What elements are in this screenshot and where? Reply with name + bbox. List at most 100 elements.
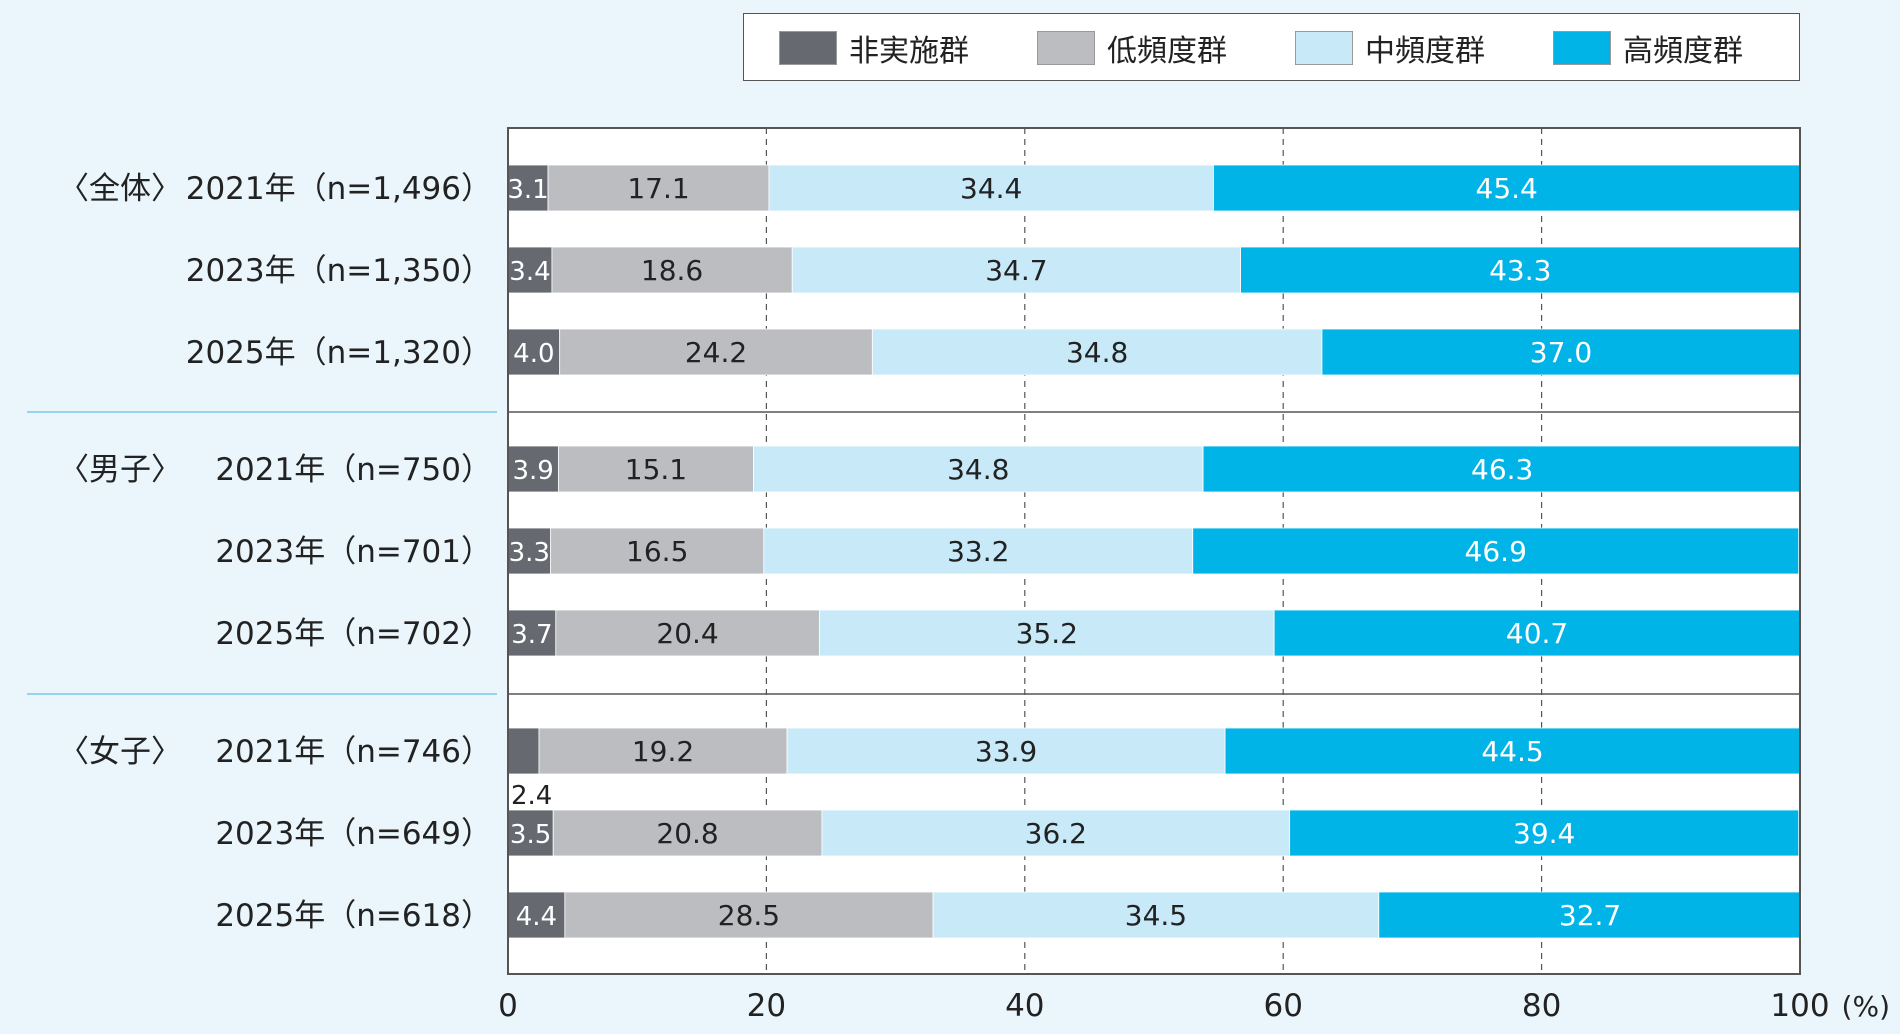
data-label: 34.4: [960, 172, 1022, 205]
data-label: 4.0: [513, 339, 554, 369]
bar-segment: [552, 809, 823, 857]
row-label: 2025年（n=1,320）: [186, 335, 492, 371]
group-label: 〈全体〉: [58, 171, 182, 207]
legend: 非実施群 低頻度群 中頻度群 高頻度群: [743, 13, 1800, 81]
data-label: 3.5: [510, 820, 551, 850]
data-label: 39.4: [1513, 817, 1575, 850]
x-axis-unit: (%): [1842, 990, 1890, 1023]
bar-segment: [1213, 164, 1801, 212]
data-label: 36.2: [1025, 817, 1087, 850]
bar-segment: [507, 527, 552, 575]
legend-label: 低頻度群: [1107, 34, 1227, 69]
data-label: 3.9: [513, 456, 554, 486]
x-tick-label: 0: [498, 988, 518, 1024]
data-label: 3.7: [511, 620, 552, 650]
bar-segment: [507, 809, 554, 857]
legend-label: 中頻度群: [1365, 34, 1485, 69]
x-tick-label: 100: [1770, 988, 1829, 1024]
bar-segment: [1202, 445, 1802, 493]
bar-segment: [1240, 246, 1801, 294]
group-label: 〈女子〉: [58, 734, 182, 770]
bar-segment: [763, 527, 1194, 575]
data-label: 17.1: [627, 172, 689, 205]
bar-segment: [507, 727, 540, 775]
data-label: 34.8: [1066, 336, 1128, 369]
data-label: 34.7: [985, 254, 1047, 287]
data-label: 28.5: [718, 899, 780, 932]
bar-segment: [551, 246, 793, 294]
data-label: 18.6: [641, 254, 703, 287]
bar-segment: [786, 727, 1226, 775]
bar-segment: [550, 527, 765, 575]
row-label: 2021年（n=750）: [215, 452, 492, 488]
group-label: 〈男子〉: [58, 452, 182, 488]
bar-segment: [564, 891, 934, 939]
data-label: 20.8: [656, 817, 718, 850]
bar-segment: [1192, 527, 1800, 575]
bar-segment: [753, 445, 1204, 493]
bar-segment: [507, 328, 561, 376]
x-tick-label: 40: [1005, 988, 1044, 1024]
bar-segment: [1224, 727, 1801, 775]
legend-label: 高頻度群: [1623, 34, 1743, 69]
x-tick-label: 60: [1263, 988, 1302, 1024]
data-label: 32.7: [1559, 899, 1621, 932]
bar-segment: [818, 609, 1275, 657]
data-label: 33.2: [947, 535, 1009, 568]
legend-label: 非実施群: [849, 34, 969, 69]
row-label: 2025年（n=618）: [215, 898, 492, 934]
bar-segment: [559, 328, 873, 376]
bar-segment: [871, 328, 1323, 376]
row-label: 2023年（n=701）: [215, 534, 492, 570]
row-label: 2021年（n=746）: [215, 734, 492, 770]
x-tick-label: 80: [1522, 988, 1561, 1024]
bar-segment: [1321, 328, 1801, 376]
bar-segment: [821, 809, 1291, 857]
bar-segment: [555, 609, 820, 657]
row-label: 2023年（n=1,350）: [186, 253, 492, 289]
legend-item-non-practice: 非実施群: [779, 31, 969, 69]
data-label: 34.5: [1125, 899, 1187, 932]
bar-segment: [507, 164, 549, 212]
data-label: 46.3: [1471, 453, 1533, 486]
data-label: 46.9: [1465, 535, 1527, 568]
legend-item-low: 低頻度群: [1037, 31, 1227, 69]
legend-swatch: [779, 31, 837, 65]
bar-segment: [557, 445, 754, 493]
legend-item-high: 高頻度群: [1553, 31, 1743, 69]
bar-segment: [791, 246, 1241, 294]
data-label: 33.9: [975, 735, 1037, 768]
data-label: 3.3: [509, 538, 550, 568]
x-tick-label: 20: [747, 988, 786, 1024]
data-label: 45.4: [1476, 172, 1538, 205]
bar-segment: [932, 891, 1380, 939]
legend-swatch: [1553, 31, 1611, 65]
bar-segment: [1273, 609, 1801, 657]
bar-segment: [507, 609, 557, 657]
bar-segment: [1289, 809, 1800, 857]
row-label: 2025年（n=702）: [215, 616, 492, 652]
data-label: 44.5: [1481, 735, 1543, 768]
data-label: 35.2: [1016, 617, 1078, 650]
legend-swatch: [1037, 31, 1095, 65]
row-label: 2023年（n=649）: [215, 816, 492, 852]
data-label: 40.7: [1506, 617, 1568, 650]
data-label: 37.0: [1530, 336, 1592, 369]
plot-border: [507, 127, 1801, 975]
data-label: 15.1: [625, 453, 687, 486]
data-label: 24.2: [685, 336, 747, 369]
legend-item-mid: 中頻度群: [1295, 31, 1485, 69]
data-label: 3.4: [509, 257, 550, 287]
data-label: 19.2: [632, 735, 694, 768]
bar-segment: [538, 727, 788, 775]
row-label: 2021年（n=1,496）: [186, 171, 492, 207]
data-label: 34.8: [947, 453, 1009, 486]
data-label: 2.4: [511, 781, 552, 811]
data-label: 43.3: [1489, 254, 1551, 287]
data-label: 16.5: [626, 535, 688, 568]
data-label: 4.4: [516, 902, 557, 932]
data-label: 3.1: [507, 175, 548, 205]
legend-swatch: [1295, 31, 1353, 65]
bar-segment: [1378, 891, 1802, 939]
